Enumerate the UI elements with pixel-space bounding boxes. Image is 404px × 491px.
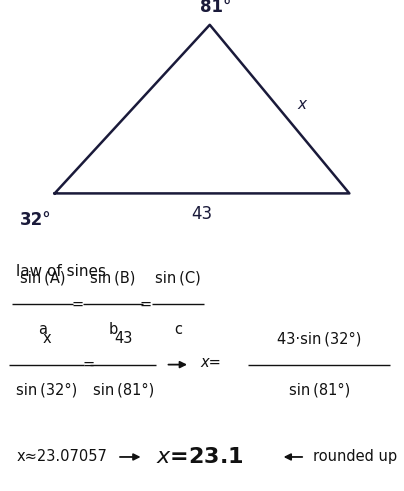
Text: sin (B): sin (B) <box>90 271 136 286</box>
Text: sin (81°): sin (81°) <box>93 383 154 398</box>
Text: a: a <box>38 322 47 337</box>
Text: x: x <box>297 97 306 111</box>
Text: rounded up: rounded up <box>313 449 397 464</box>
Text: sin (81°): sin (81°) <box>288 383 350 398</box>
Text: x: x <box>42 331 51 346</box>
Text: =: = <box>83 357 95 372</box>
Text: =: = <box>72 297 84 311</box>
Text: b: b <box>109 322 118 337</box>
Text: sin (A): sin (A) <box>20 271 65 286</box>
Text: =: = <box>139 297 152 311</box>
Text: x≈23.07057: x≈23.07057 <box>16 449 107 464</box>
Text: x=: x= <box>200 355 221 370</box>
Text: sin (32°): sin (32°) <box>16 383 77 398</box>
Text: c: c <box>174 322 182 337</box>
Text: 43: 43 <box>191 205 213 223</box>
Text: law of sines: law of sines <box>16 264 106 279</box>
Text: 32°: 32° <box>19 211 51 229</box>
Text: sin (C): sin (C) <box>155 271 201 286</box>
Text: 43·sin (32°): 43·sin (32°) <box>277 331 361 346</box>
Text: 81°: 81° <box>200 0 231 16</box>
Text: 43: 43 <box>114 331 133 346</box>
Text: $\it{x}$=23.1: $\it{x}$=23.1 <box>156 447 243 467</box>
